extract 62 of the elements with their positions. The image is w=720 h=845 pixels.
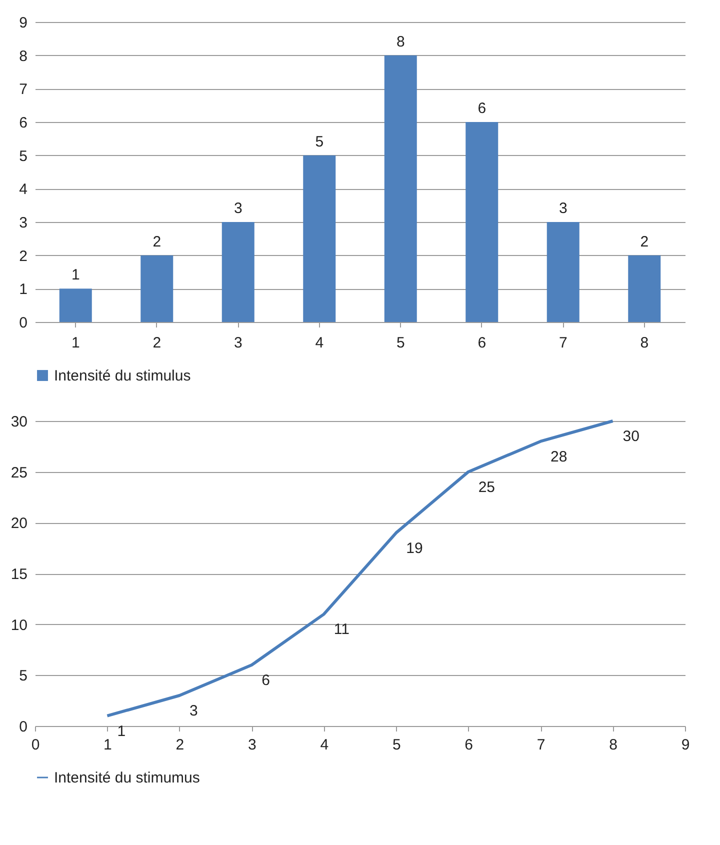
- data-label: 25: [478, 478, 496, 496]
- data-label: 3: [189, 702, 198, 720]
- data-label: 28: [550, 448, 568, 466]
- y-tick-label: 15: [10, 566, 28, 583]
- data-label: 1: [117, 722, 126, 740]
- data-label: 2: [640, 233, 649, 250]
- x-tick-label: 5: [396, 334, 405, 352]
- x-tick-label: 1: [71, 334, 80, 352]
- y-tick-label: 8: [19, 48, 28, 65]
- bar: [222, 222, 254, 322]
- x-tick-label: 1: [104, 736, 112, 754]
- x-tick-label: 4: [320, 736, 329, 754]
- y-tick-label: 2: [19, 248, 28, 265]
- bar: [140, 255, 174, 322]
- data-label: 2: [152, 233, 162, 250]
- x-tick-label: 7: [558, 334, 568, 352]
- x-tick-label: 5: [392, 736, 401, 754]
- data-label: 11: [334, 621, 350, 638]
- line-series: [106, 420, 614, 718]
- bar: [384, 55, 417, 322]
- x-tick-label: 7: [536, 736, 546, 754]
- y-tick-label: 7: [19, 81, 28, 98]
- y-tick-label: 20: [10, 515, 28, 532]
- legend-label: Intensité du stimumus: [54, 770, 200, 786]
- y-tick-label: 25: [10, 464, 28, 482]
- y-tick-label: 1: [19, 281, 28, 298]
- data-label: 8: [396, 33, 405, 50]
- data-label: 3: [558, 200, 568, 217]
- data-label: 30: [622, 428, 640, 445]
- data-label: 6: [262, 672, 270, 689]
- y-tick-label: 3: [19, 214, 28, 232]
- y-tick-label: 5: [19, 668, 28, 685]
- y-tick-label: 30: [10, 414, 28, 430]
- x-tick-label: 2: [176, 736, 184, 754]
- legend-label: Intensité du stimulus: [54, 368, 191, 384]
- data-label: 6: [478, 100, 486, 117]
- bar: [59, 288, 92, 322]
- data-label: 1: [71, 266, 80, 284]
- x-tick-label: 6: [464, 736, 474, 754]
- x-tick-label: 2: [152, 334, 162, 352]
- bar: [303, 155, 336, 322]
- y-tick-label: 10: [10, 616, 28, 634]
- y-tick-label: 6: [19, 114, 28, 132]
- bar: [466, 122, 498, 322]
- data-label: 3: [234, 200, 242, 217]
- x-tick-label: 9: [681, 736, 690, 754]
- data-label: 19: [406, 540, 423, 557]
- y-tick-label: 0: [19, 314, 28, 332]
- x-tick-label: 3: [234, 334, 242, 352]
- data-label: 5: [315, 133, 324, 150]
- y-tick-label: 4: [19, 181, 28, 198]
- x-tick-label: 3: [248, 736, 256, 754]
- x-tick-label: 6: [478, 334, 486, 352]
- y-tick-label: 5: [19, 148, 28, 165]
- y-tick-label: 9: [19, 14, 28, 32]
- x-tick-label: 8: [640, 334, 649, 352]
- bar: [546, 222, 580, 322]
- y-tick-label: 0: [19, 718, 28, 736]
- x-tick-label: 4: [315, 334, 324, 352]
- bar: [628, 255, 661, 322]
- x-tick-label: 0: [31, 736, 40, 754]
- x-tick-label: 8: [609, 736, 618, 754]
